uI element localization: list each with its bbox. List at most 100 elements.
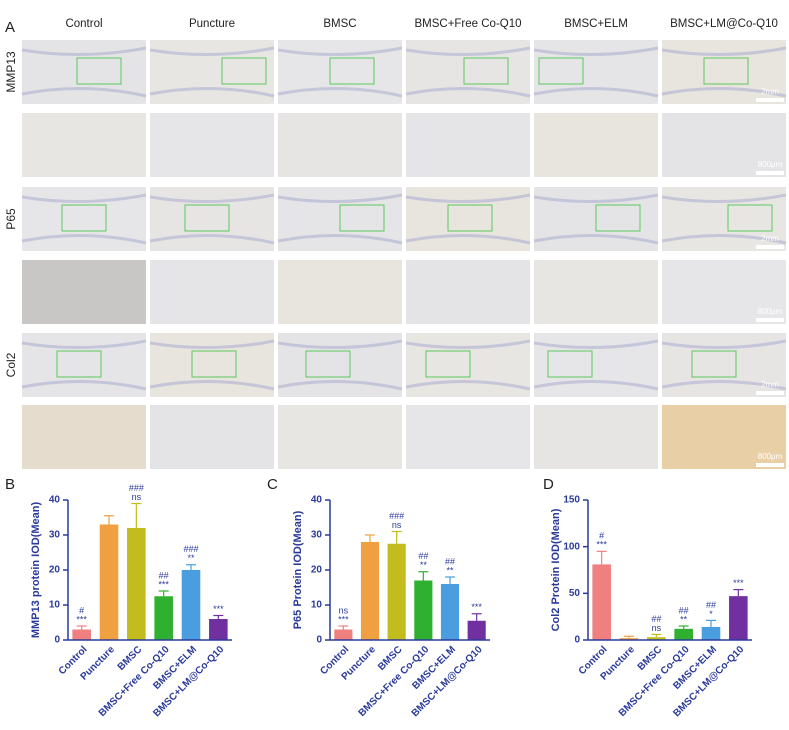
zoom-box [538, 57, 584, 85]
significance: ## [651, 614, 661, 624]
y-axis-label: MMP13 protein IOD(Mean) [30, 502, 42, 639]
tissue-outline [533, 46, 659, 98]
bar [99, 524, 119, 640]
micrograph [22, 113, 146, 177]
tissue-outline [405, 46, 531, 98]
tissue-outline [405, 193, 531, 245]
micrograph [406, 405, 530, 469]
significance: ns [132, 492, 142, 502]
micrograph [662, 260, 786, 324]
micrograph [150, 405, 274, 469]
y-tick-label: 20 [311, 565, 323, 576]
scale-bar-label: 800μm [758, 307, 783, 316]
significance: * [709, 609, 713, 619]
significance: # [79, 605, 84, 615]
tissue-outline [149, 193, 275, 245]
y-tick-label: 150 [563, 495, 580, 506]
scale-bar-label: 800μm [758, 452, 783, 461]
scale-bar [756, 98, 784, 102]
significance: ns [392, 520, 402, 530]
tissue-outline [533, 339, 659, 391]
y-tick-label: 40 [311, 495, 323, 506]
bar [647, 637, 666, 640]
micrograph [534, 405, 658, 469]
significance: ### [183, 544, 198, 554]
tissue-outline [277, 46, 403, 98]
significance: ## [159, 570, 169, 580]
zoom-box [425, 350, 471, 378]
row-label: P65 [4, 208, 18, 230]
micrograph [534, 113, 658, 177]
significance: *** [213, 604, 224, 614]
significance: *** [471, 602, 482, 612]
zoom-box [547, 350, 593, 378]
y-tick-label: 0 [54, 635, 60, 646]
zoom-box [703, 57, 749, 85]
column-header: Control [65, 18, 102, 30]
micrograph [278, 260, 402, 324]
y-tick-label: 100 [563, 541, 580, 552]
zoom-box [221, 57, 267, 85]
micrograph [278, 113, 402, 177]
significance: ** [446, 565, 454, 575]
bar [674, 628, 693, 640]
micrograph [534, 260, 658, 324]
zoom-box [727, 204, 773, 232]
bar [619, 638, 639, 640]
panel-label: D [543, 476, 554, 493]
panel-label: A [5, 19, 15, 36]
significance: ## [418, 551, 428, 561]
scale-bar-label: 2mm [761, 87, 779, 96]
scale-bar-label: 2mm [761, 380, 779, 389]
micrograph [406, 260, 530, 324]
y-tick-label: 30 [49, 530, 61, 541]
y-tick-label: 0 [316, 635, 322, 646]
bar [72, 629, 91, 640]
bar [127, 528, 146, 640]
tissue-outline [661, 339, 787, 391]
y-tick-label: 50 [569, 588, 581, 599]
bar [592, 564, 611, 640]
tissue-outline [21, 339, 147, 391]
tissue-outline [277, 193, 403, 245]
micrograph [662, 113, 786, 177]
y-tick-label: 20 [49, 565, 61, 576]
significance: *** [733, 578, 744, 588]
column-header: BMSC+LM@Co-Q10 [670, 18, 778, 30]
significance: *** [158, 579, 169, 589]
bar [729, 596, 748, 640]
column-header: Puncture [189, 18, 235, 30]
micrograph [662, 405, 786, 469]
zoom-box [329, 57, 375, 85]
significance: ### [389, 511, 404, 521]
zoom-box [691, 350, 737, 378]
micrograph [278, 405, 402, 469]
micrograph [22, 260, 146, 324]
micrograph [22, 405, 146, 469]
column-header: BMSC+Free Co-Q10 [414, 18, 521, 30]
bar [360, 542, 380, 640]
significance: *** [338, 614, 349, 624]
y-tick-label: 10 [311, 600, 323, 611]
tissue-outline [149, 339, 275, 391]
tissue-outline [149, 46, 275, 98]
column-header: BMSC+ELM [564, 18, 628, 30]
bar [181, 570, 201, 640]
micrograph [150, 260, 274, 324]
row-label: MMP13 [4, 51, 18, 93]
bar [387, 543, 406, 640]
tissue-outline [21, 46, 147, 98]
tissue-outline [405, 339, 531, 391]
significance: ### [129, 483, 144, 493]
micrograph [150, 113, 274, 177]
scale-bar [756, 318, 784, 322]
y-axis-label: P65 Protein IOD(Mean) [292, 510, 304, 629]
scale-bar [756, 245, 784, 249]
significance: ** [680, 614, 688, 624]
tissue-outline [277, 339, 403, 391]
zoom-box [184, 204, 230, 232]
column-header: BMSC [323, 18, 356, 30]
bar [154, 596, 173, 640]
panel-label: B [5, 476, 15, 493]
